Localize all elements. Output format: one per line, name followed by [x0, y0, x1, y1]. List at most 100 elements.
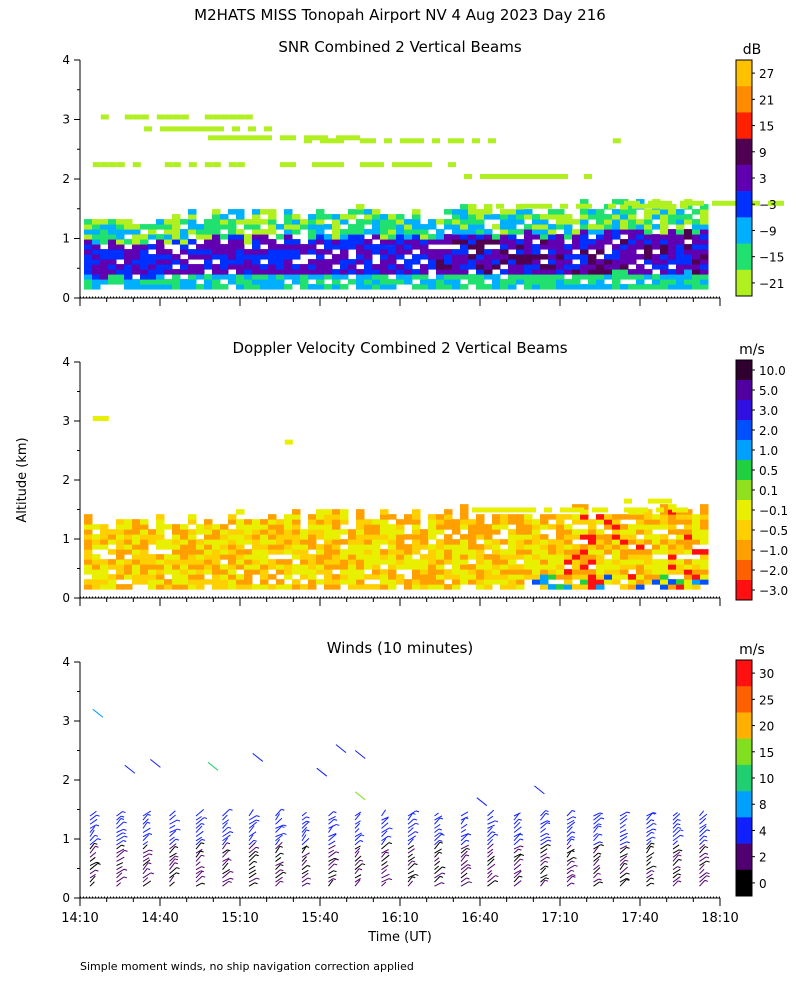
wind-barb [142, 859, 151, 866]
wind-barb [540, 848, 548, 854]
wind-barb [646, 856, 653, 862]
wind-barb [201, 842, 205, 845]
data-cell [364, 254, 373, 260]
data-cell [628, 224, 637, 230]
data-cell [156, 514, 165, 520]
x-tick-label: 14:40 [141, 911, 178, 926]
data-cell [588, 544, 597, 550]
wind-barb [487, 863, 496, 871]
data-cell [476, 544, 485, 550]
data-cell [444, 219, 453, 225]
data-cell [588, 254, 597, 260]
data-cell [268, 244, 277, 250]
colorbar-label: 30 [759, 667, 774, 681]
data-cell [276, 274, 285, 280]
wind-barb [572, 874, 576, 877]
data-cell [220, 259, 229, 265]
data-cell [268, 559, 277, 565]
data-cell [260, 579, 269, 585]
data-cell [412, 229, 421, 235]
data-cell [212, 564, 221, 570]
data-cell [644, 559, 653, 565]
data-cell [636, 519, 645, 525]
data-cell [612, 524, 621, 530]
wind-barb [619, 811, 628, 817]
data-cell [276, 234, 285, 240]
data-cell [244, 584, 253, 590]
wind-barb [169, 852, 177, 858]
data-cell [492, 259, 501, 265]
data-cell [476, 554, 485, 560]
data-cell [612, 559, 621, 565]
data-cell [348, 259, 357, 265]
data-cell [188, 519, 197, 525]
data-cell [444, 569, 453, 575]
data-cell [252, 269, 261, 275]
data-cell [264, 135, 272, 141]
data-cell [388, 224, 397, 230]
data-cell [676, 564, 685, 570]
wind-barb [460, 872, 468, 879]
data-cell [484, 534, 493, 540]
data-cell [148, 229, 157, 235]
wind-barb [652, 836, 656, 839]
data-cell [92, 284, 101, 290]
data-cell [396, 544, 405, 550]
data-cell [636, 284, 645, 290]
data-cell [624, 498, 632, 504]
data-cell [676, 224, 685, 230]
data-cell [700, 229, 709, 235]
wind-barb [275, 871, 284, 879]
wind-barb [566, 844, 572, 850]
wind-barb [275, 857, 282, 862]
wind-barb [169, 819, 178, 825]
wind-barb [381, 830, 388, 837]
data-cell [348, 529, 357, 535]
wind-barb [175, 855, 179, 858]
data-cell [420, 274, 429, 280]
data-cell [116, 554, 125, 560]
wind-barb [301, 834, 307, 842]
data-cell [572, 574, 581, 580]
data-cell [348, 229, 357, 235]
data-cell [628, 579, 637, 585]
data-cell [572, 219, 581, 225]
data-cell [612, 214, 621, 220]
data-cell [236, 239, 245, 245]
data-cell [180, 249, 189, 255]
data-cell [516, 249, 525, 255]
data-cell [316, 519, 325, 525]
data-cell [316, 509, 325, 515]
data-cell [260, 269, 269, 275]
wind-barb [494, 880, 498, 883]
data-cell [172, 539, 181, 545]
data-cell [300, 269, 309, 275]
data-cell [588, 579, 597, 585]
data-cell [580, 229, 589, 235]
data-cell [420, 529, 429, 535]
data-cell [324, 244, 333, 250]
colorbar-swatch [736, 243, 752, 271]
data-cell [500, 219, 509, 225]
wind-barb [598, 878, 602, 881]
data-cell [556, 559, 565, 565]
data-cell [164, 269, 173, 275]
data-cell [332, 539, 341, 545]
wind-barb [248, 834, 254, 842]
wind-barb [624, 862, 628, 865]
wind-barb [407, 835, 416, 842]
data-cell [156, 234, 165, 240]
data-cell [228, 569, 237, 575]
wind-barb [520, 845, 524, 848]
data-cell [452, 519, 461, 525]
data-cell [332, 284, 341, 290]
data-cell [436, 264, 445, 270]
data-cell [676, 214, 685, 220]
data-cell [124, 574, 133, 580]
wind-barb [381, 873, 390, 879]
data-cell [668, 559, 677, 565]
data-cell [484, 269, 493, 275]
colorbar-swatch [736, 440, 752, 461]
data-cell [188, 584, 197, 590]
data-cell [500, 259, 509, 265]
